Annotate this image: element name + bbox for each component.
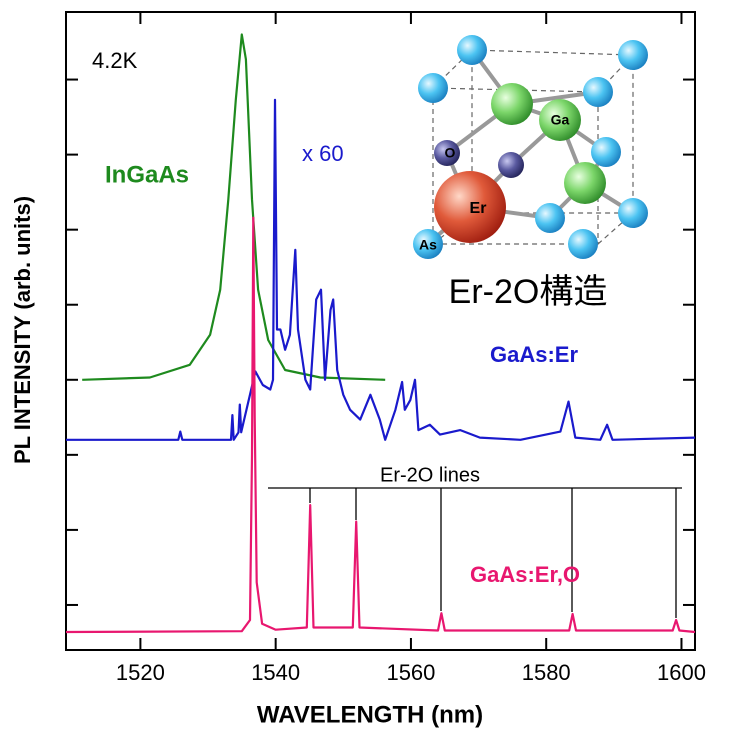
x-tick-label: 1520: [116, 660, 165, 685]
annotation: 4.2K: [92, 48, 138, 73]
inset-title: Er-2O構造: [449, 273, 608, 311]
series-label: GaAs:Er,O: [470, 562, 580, 587]
inset-structure: Ga O Er As Er-2O構造: [413, 35, 648, 311]
x-axis-label: WAVELENGTH (nm): [257, 701, 483, 728]
y-axis-label: PL INTENSITY (arb. units): [10, 196, 35, 464]
series-label: InGaAs: [105, 161, 189, 188]
atom-label: Ga: [551, 112, 570, 128]
atom-label: Er: [470, 200, 487, 217]
x-tick-label: 1540: [251, 660, 300, 685]
er-2o-bracket: [268, 488, 682, 618]
annotation: Er-2O lines: [380, 464, 480, 486]
atom-label: O: [445, 145, 456, 161]
series-label: GaAs:Er: [490, 342, 578, 367]
x-tick-label: 1580: [522, 660, 571, 685]
atom-label: As: [419, 237, 437, 253]
x-tick-label: 1560: [386, 660, 435, 685]
series-line: [82, 35, 385, 380]
plot-frame: [66, 12, 695, 650]
x-tick-label: 1600: [657, 660, 706, 685]
annotation: x 60: [302, 141, 344, 166]
chart: Ga O Er As Er-2O構造 WAVELENGTH (nm) PL IN…: [0, 0, 733, 729]
